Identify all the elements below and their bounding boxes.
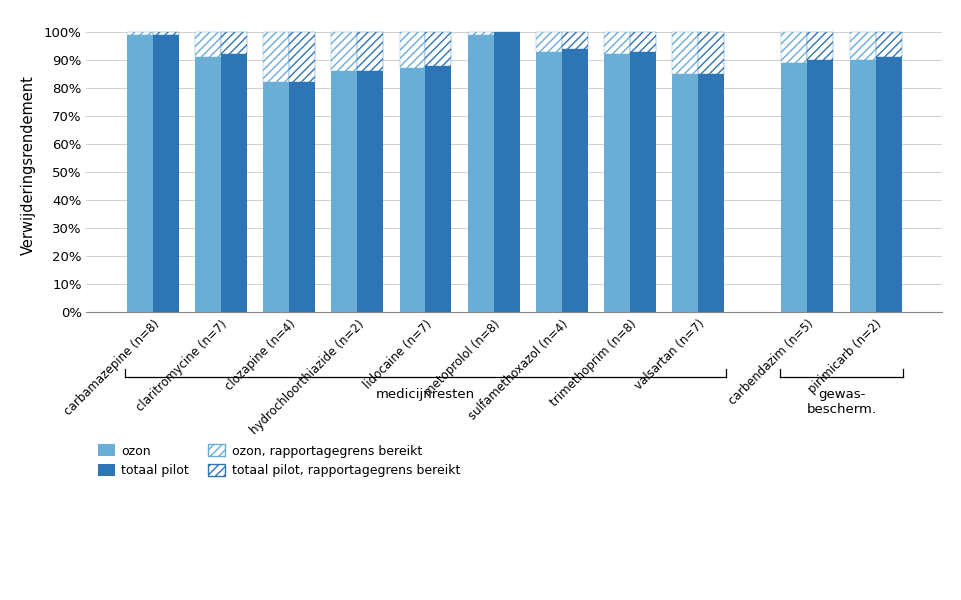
Bar: [127, 32, 153, 35]
Bar: [630, 52, 656, 312]
Bar: [153, 35, 179, 312]
Bar: [562, 32, 588, 49]
Bar: [221, 55, 247, 312]
Bar: [536, 52, 562, 312]
Bar: [221, 32, 247, 55]
Bar: [263, 82, 289, 312]
Bar: [426, 32, 452, 65]
Bar: [195, 57, 221, 312]
Bar: [807, 60, 833, 312]
Bar: [332, 71, 357, 312]
Bar: [604, 32, 630, 55]
Legend: ozon, totaal pilot, ozon, rapportagegrens bereikt, totaal pilot, rapportagegrens: ozon, totaal pilot, ozon, rapportagegren…: [93, 439, 465, 482]
Bar: [127, 35, 153, 312]
Bar: [850, 60, 875, 312]
Bar: [400, 68, 426, 312]
Bar: [468, 32, 494, 35]
Bar: [357, 32, 383, 71]
Bar: [332, 32, 357, 71]
Bar: [400, 32, 426, 68]
Bar: [699, 74, 725, 312]
Bar: [699, 32, 725, 74]
Bar: [468, 35, 494, 312]
Text: gewas-
bescherm.: gewas- bescherm.: [806, 388, 876, 416]
Bar: [604, 55, 630, 312]
Bar: [289, 82, 315, 312]
Bar: [426, 65, 452, 312]
Bar: [673, 32, 699, 74]
Bar: [630, 32, 656, 52]
Bar: [494, 32, 520, 312]
Bar: [850, 32, 875, 60]
Bar: [781, 63, 807, 312]
Bar: [875, 32, 901, 57]
Bar: [673, 74, 699, 312]
Bar: [875, 57, 901, 312]
Bar: [562, 49, 588, 312]
Bar: [263, 32, 289, 82]
Bar: [153, 32, 179, 35]
Bar: [195, 32, 221, 57]
Text: medicijnresten: medicijnresten: [376, 388, 475, 401]
Bar: [289, 32, 315, 82]
Bar: [781, 32, 807, 63]
Bar: [536, 32, 562, 52]
Y-axis label: Verwijderingsrendement: Verwijderingsrendement: [20, 75, 36, 255]
Bar: [357, 71, 383, 312]
Bar: [807, 32, 833, 60]
